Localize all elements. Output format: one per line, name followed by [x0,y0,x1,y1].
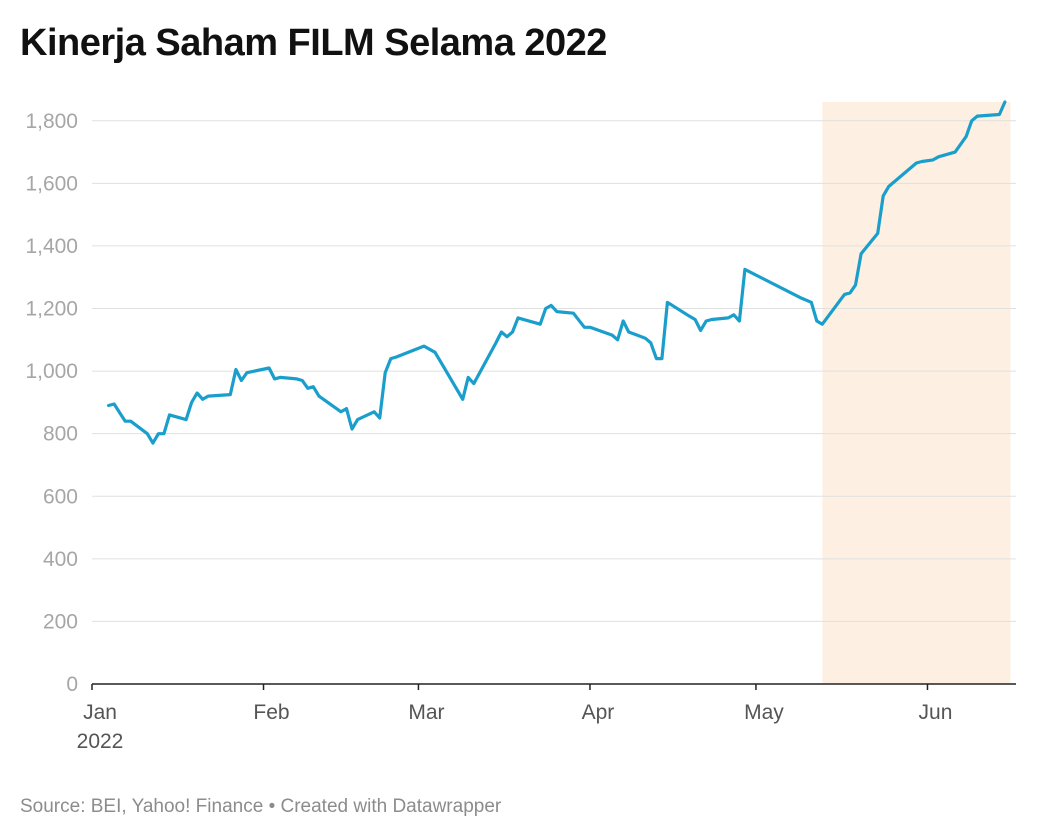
y-tick-label: 1,200 [25,298,78,321]
x-tick-label: Mar [408,701,444,724]
x-tick-label: Jun [919,701,953,724]
chart-title: Kinerja Saham FILM Selama 2022 [20,22,607,64]
credit-note: Created with Datawrapper [280,796,502,817]
source-note: Source: BEI, Yahoo! Finance [20,796,264,817]
x-tick-sublabel: 2022 [77,730,124,753]
y-tick-label: 200 [43,610,78,633]
y-tick-label: 1,400 [25,235,78,258]
chart-footer: Source: BEI, Yahoo! Finance • Created wi… [20,796,501,818]
highlight-region [822,102,1011,684]
y-axis-ticks: 0 200 400 600 800 1,000 1,200 1,400 1,600 1,800 [25,110,78,696]
y-tick-label: 600 [43,485,78,508]
y-tick-label: 1,800 [25,110,78,133]
y-tick-label: 1,600 [25,172,78,195]
footer-separator: • [268,796,276,817]
x-axis-ticks: Jan 2022 Feb Mar Apr May Jun [77,684,953,753]
y-tick-label: 400 [43,548,78,571]
highlight-rect [822,102,1011,684]
x-tick-label: Apr [582,701,615,724]
x-tick-label: Jan [83,701,117,724]
y-tick-label: 0 [66,673,78,696]
series-line [106,100,1007,445]
y-tick-label: 1,000 [25,360,78,383]
x-tick-label: May [744,701,784,724]
x-tick-label: Feb [253,701,289,724]
y-tick-label: 800 [43,423,78,446]
series-line-layer [106,100,1007,445]
